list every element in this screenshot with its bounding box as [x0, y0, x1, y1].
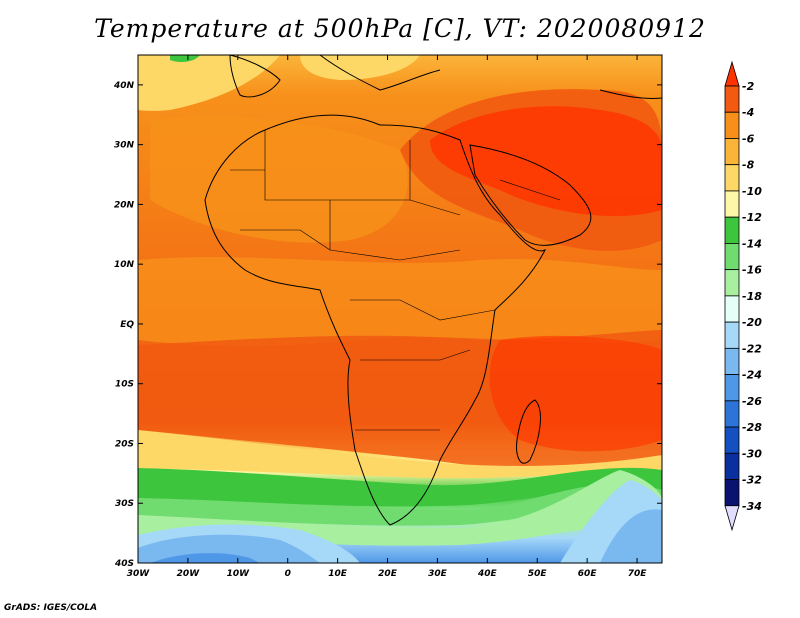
- lat-tick-label: 20S: [115, 439, 134, 449]
- legend-label: -14: [742, 237, 762, 250]
- legend-swatch: [724, 138, 740, 166]
- lat-tick-label: 20N: [114, 200, 135, 210]
- legend-label: -24: [742, 369, 762, 382]
- lon-tick-label: 10E: [328, 569, 348, 579]
- legend-label: -4: [742, 106, 754, 119]
- legend-label: -2: [742, 80, 755, 93]
- legend-label: -30: [742, 447, 762, 460]
- coastlines: [204, 54, 663, 526]
- legend-label: -12: [742, 211, 762, 224]
- lon-tick-label: 60E: [578, 569, 598, 579]
- legend-label: -10: [742, 185, 762, 198]
- legend-label: -18: [742, 290, 762, 303]
- lat-tick-label: 10N: [114, 260, 135, 270]
- lon-tick-label: 20E: [378, 569, 398, 579]
- lat-tick-label: 40N: [113, 81, 135, 91]
- legend-swatch: [724, 452, 740, 480]
- lon-tick-label: 40E: [477, 569, 498, 579]
- lon-tick-label: 10W: [227, 569, 251, 579]
- legend-swatch: [724, 269, 740, 297]
- lat-tick-label: 10S: [115, 380, 134, 390]
- lat-tick-label: 30S: [115, 499, 134, 509]
- lon-tick-label: 30W: [127, 569, 151, 579]
- legend-label: -32: [742, 474, 762, 487]
- lon-tick-label: 30E: [428, 569, 448, 579]
- legend-swatch: [724, 85, 740, 113]
- legend-label: -22: [742, 342, 762, 355]
- legend-label: -8: [742, 159, 755, 172]
- legend-label: -20: [742, 316, 762, 329]
- legend-swatch: [724, 374, 740, 402]
- lat-tick-label: 40S: [114, 559, 134, 569]
- longitude-axis: 30W 20W 10W 0 10E 20E 30E 40E 50E 60E 70E: [127, 55, 647, 579]
- country-borders: [230, 130, 561, 431]
- lon-tick-label: 0: [285, 569, 291, 579]
- legend-swatch: [724, 190, 740, 218]
- legend-swatch: [724, 243, 740, 271]
- temperature-field: [138, 55, 662, 563]
- legend-swatch: [724, 321, 740, 349]
- lat-tick-label: EQ: [120, 320, 134, 330]
- legend-label: -28: [742, 421, 762, 434]
- legend-label: -6: [742, 132, 755, 145]
- legend-label: -16: [742, 264, 762, 277]
- map-title: Temperature at 500hPa [C], VT: 202008091…: [94, 14, 706, 43]
- legend-swatch: [724, 400, 740, 428]
- legend-swatch: [724, 479, 740, 507]
- plot-frame: [137, 54, 663, 564]
- legend-label: -34: [742, 500, 762, 513]
- lat-tick-label: 30N: [114, 141, 135, 151]
- legend-swatch: [724, 164, 740, 192]
- legend-label: -26: [742, 395, 762, 408]
- legend-swatch: [724, 111, 740, 139]
- lon-tick-label: 20W: [177, 569, 201, 579]
- lon-tick-label: 70E: [628, 569, 648, 579]
- legend-arrow-top: [724, 60, 740, 87]
- legend-swatch: [724, 426, 740, 454]
- color-legend: -2 -4 -6 -8 -10 -12 -14 -16 -18 -20 -22 -24 -26 -28 -3…: [724, 60, 762, 532]
- legend-swatch: [724, 295, 740, 323]
- latitude-axis: 40S 30S 20S 10S EQ 10N 20N 30N 40N: [113, 81, 662, 569]
- grads-credit: GrADS: IGES/COLA: [4, 603, 98, 613]
- lon-tick-label: 50E: [528, 569, 548, 579]
- legend-arrow-bottom: [724, 505, 740, 532]
- legend-swatch: [724, 347, 740, 375]
- legend-swatch: [724, 216, 740, 244]
